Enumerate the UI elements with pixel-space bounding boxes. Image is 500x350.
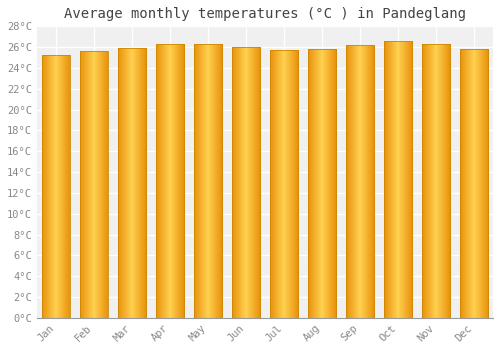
Bar <box>308 49 336 318</box>
Bar <box>118 48 146 318</box>
Bar <box>194 44 222 318</box>
Bar <box>80 51 108 318</box>
Bar <box>384 41 412 318</box>
Bar <box>460 49 488 318</box>
Title: Average monthly temperatures (°C ) in Pandeglang: Average monthly temperatures (°C ) in Pa… <box>64 7 466 21</box>
Bar <box>422 44 450 318</box>
Bar <box>42 55 70 318</box>
Bar <box>346 45 374 318</box>
Bar <box>232 47 260 318</box>
Bar <box>156 44 184 318</box>
Bar <box>270 50 298 318</box>
